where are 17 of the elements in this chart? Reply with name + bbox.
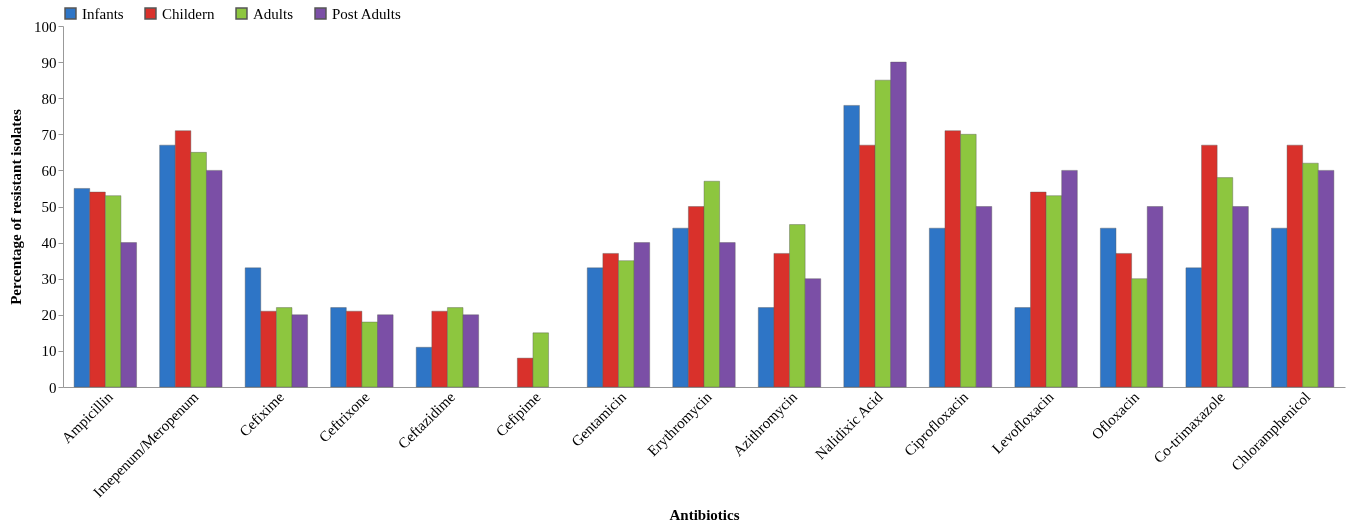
y-tick-label: 80 — [41, 90, 57, 107]
y-tick-label: 70 — [41, 126, 57, 143]
y-axis-title: Percentage of resistant isolates — [8, 109, 24, 305]
y-tick-label: 60 — [41, 162, 57, 179]
y-tick-label: 10 — [41, 343, 57, 360]
legend-label: Adults — [253, 5, 294, 22]
y-tick-label: 20 — [41, 307, 57, 324]
legend-label: Childern — [162, 5, 215, 22]
x-axis-title: Antibiotics — [669, 507, 740, 524]
y-tick-label: 50 — [41, 199, 57, 215]
legend-label: Infants — [82, 5, 124, 22]
legend-label: Post Adults — [332, 5, 401, 22]
y-tick-label: 0 — [49, 379, 57, 396]
y-tick-label: 90 — [41, 54, 57, 71]
y-tick-label: 100 — [34, 18, 57, 35]
y-tick-label: 30 — [41, 271, 57, 288]
y-tick-label: 40 — [41, 235, 57, 252]
